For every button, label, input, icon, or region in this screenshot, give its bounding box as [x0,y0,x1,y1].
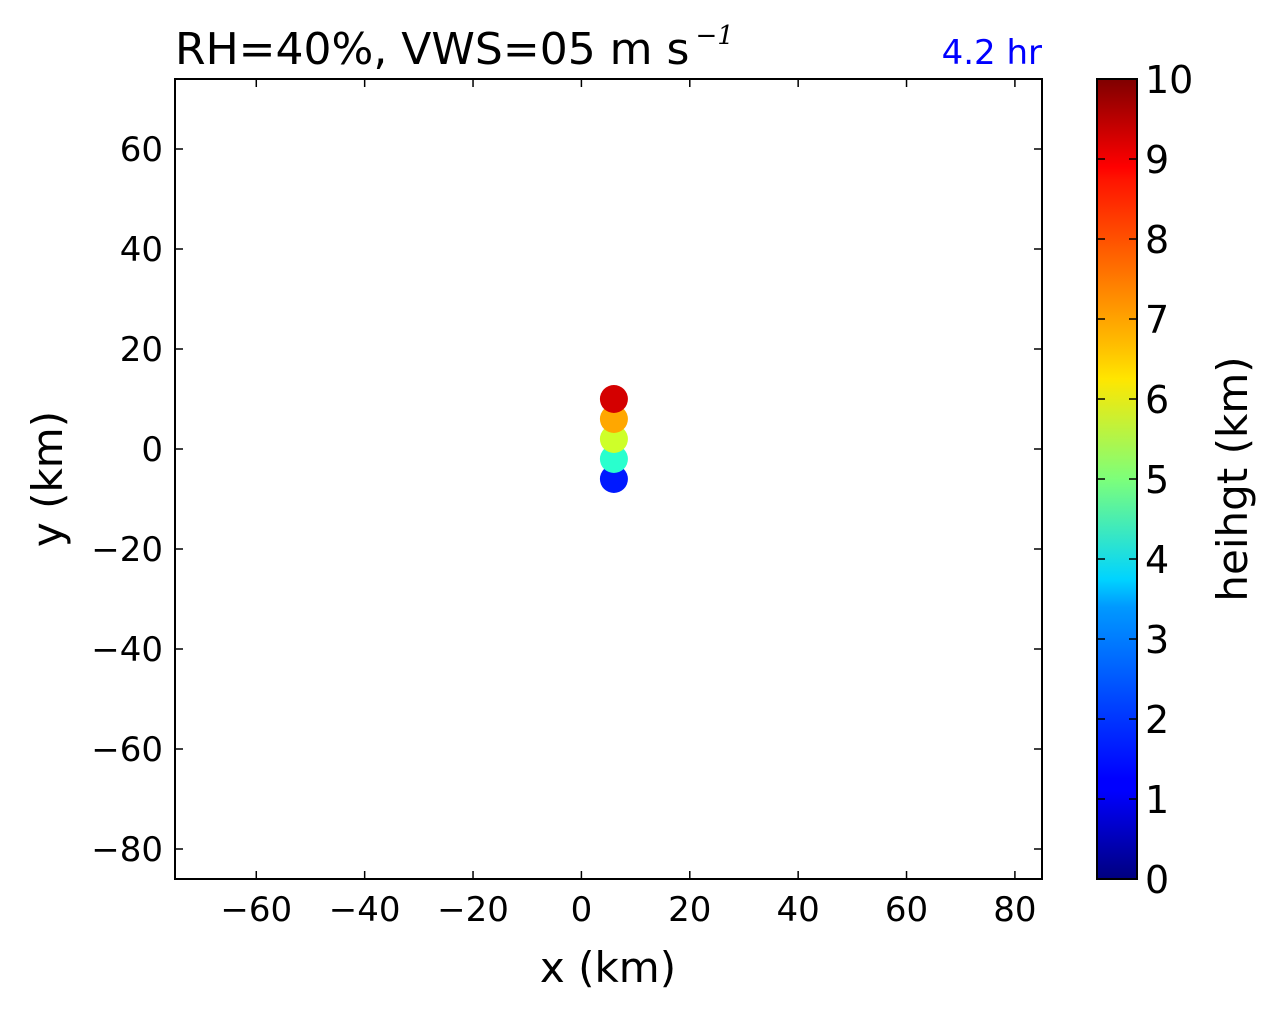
y-tick-label: −80 [91,830,163,870]
y-tick-label: 20 [120,330,163,370]
y-tick-label: −20 [91,530,163,570]
colorbar-tick-label: 3 [1145,618,1169,662]
chart-title-superscript: −1 [695,21,733,51]
y-axis-ticks: −80 −60 −40 −20 0 20 40 60 [91,130,1042,870]
time-annotation: 4.2 hr [942,33,1042,73]
x-tick-label: 80 [993,890,1036,930]
x-tick-label: 0 [571,890,593,930]
colorbar-tick-label: 6 [1145,378,1169,422]
x-tick-label: −60 [220,890,292,930]
data-point [599,405,628,433]
y-tick-label: −40 [91,630,163,670]
data-point [599,445,628,473]
colorbar-tick-label: 9 [1145,138,1169,182]
data-point [599,425,628,453]
colorbar-tick-label: 2 [1145,698,1169,742]
x-tick-label: −40 [329,890,401,930]
colorbar-tick-label: 0 [1145,858,1169,902]
colorbar-label: heihgt (km) [1208,356,1257,601]
y-axis-label: y (km) [23,411,72,547]
colorbar-tick-label: 1 [1145,778,1169,822]
y-tick-label: 0 [141,430,163,470]
data-point [599,385,628,413]
y-tick-label: −60 [91,730,163,770]
x-tick-label: 20 [668,890,711,930]
colorbar-tick-label: 7 [1145,298,1169,342]
data-points [599,385,628,493]
colorbar-tick-label: 4 [1145,538,1169,582]
x-tick-label: 40 [777,890,820,930]
chart-title: RH=40%, VWS=05 m s [175,24,689,75]
y-tick-label: 40 [120,230,163,270]
colorbar-tick-label: 10 [1145,58,1193,102]
colorbar-tick-label: 5 [1145,458,1169,502]
colorbar-ticks: 0 1 2 3 4 5 6 7 8 9 10 [1097,58,1193,902]
data-point [599,465,628,493]
colorbar-tick-label: 8 [1145,218,1169,262]
x-axis-label: x (km) [540,943,676,992]
x-tick-label: −20 [437,890,509,930]
x-axis-ticks: −60 −40 −20 0 20 40 60 80 [220,79,1037,930]
y-tick-label: 60 [120,130,163,170]
x-tick-label: 60 [885,890,928,930]
